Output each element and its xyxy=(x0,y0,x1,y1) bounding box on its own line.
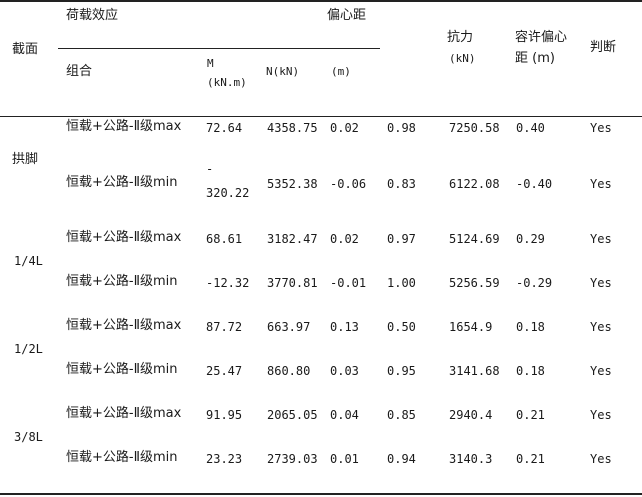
cell-m: 68.61 xyxy=(206,232,243,246)
cell-ae: 0.21 xyxy=(516,452,545,466)
cell-e: 0.03 xyxy=(330,364,359,378)
cell-ratio: 0.97 xyxy=(387,232,416,246)
header-judgement: 判断 xyxy=(590,40,617,55)
cell-e: 0.01 xyxy=(330,452,359,466)
header-allow-ecc-2: 距 (m) xyxy=(515,51,555,66)
cell-m: 320.22 xyxy=(206,186,250,200)
cell-ok: Yes xyxy=(590,177,612,191)
cell-r: 5124.69 xyxy=(449,232,500,246)
cell-m-sign: - xyxy=(206,162,214,176)
cell-m: 25.47 xyxy=(206,364,243,378)
cell-combo: 恒载+公路-Ⅱ级max xyxy=(66,119,182,134)
top-rule xyxy=(0,0,642,2)
cell-combo: 恒载+公路-Ⅱ级min xyxy=(66,450,178,465)
cell-m: 87.72 xyxy=(206,320,243,334)
cell-ae: 0.21 xyxy=(516,408,545,422)
cell-r: 3141.68 xyxy=(449,364,500,378)
header-resistance-unit: (kN) xyxy=(449,52,476,65)
header-m-line1: M xyxy=(207,57,214,70)
header-resistance: 抗力 xyxy=(447,30,474,45)
cell-ratio: 0.83 xyxy=(387,177,416,191)
cell-e: -0.01 xyxy=(330,276,367,290)
header-section: 截面 xyxy=(12,42,39,57)
cell-ok: Yes xyxy=(590,408,612,422)
cell-combo: 恒载+公路-Ⅱ级max xyxy=(66,318,182,333)
cell-n: 3770.81 xyxy=(267,276,318,290)
cell-r: 6122.08 xyxy=(449,177,500,191)
cell-ok: Yes xyxy=(590,320,612,334)
cell-r: 3140.3 xyxy=(449,452,493,466)
cell-e: 0.13 xyxy=(330,320,359,334)
cell-n: 2739.03 xyxy=(267,452,318,466)
cell-ae: 0.18 xyxy=(516,364,545,378)
cell-ratio: 0.98 xyxy=(387,121,416,135)
cell-ok: Yes xyxy=(590,364,612,378)
cell-combo: 恒载+公路-Ⅱ级min xyxy=(66,175,178,190)
cell-ok: Yes xyxy=(590,232,612,246)
header-combination: 组合 xyxy=(66,64,93,79)
cell-combo: 恒载+公路-Ⅱ级max xyxy=(66,230,182,245)
cell-ok: Yes xyxy=(590,276,612,290)
cell-n: 860.80 xyxy=(267,364,311,378)
cell-e: -0.06 xyxy=(330,177,367,191)
cell-ratio: 0.95 xyxy=(387,364,416,378)
header-load-effect: 荷载效应 xyxy=(66,8,119,23)
cell-ratio: 0.85 xyxy=(387,408,416,422)
cell-n: 5352.38 xyxy=(267,177,318,191)
cell-ok: Yes xyxy=(590,121,612,135)
cell-n: 3182.47 xyxy=(267,232,318,246)
cell-ok: Yes xyxy=(590,452,612,466)
header-mid-rule xyxy=(58,48,380,49)
header-eccentricity: 偏心距 xyxy=(327,8,367,23)
cell-ae: 0.18 xyxy=(516,320,545,334)
header-n: N(kN) xyxy=(266,65,300,78)
header-ecc-unit: (m) xyxy=(331,65,351,78)
section-label: 1/4L xyxy=(14,254,43,268)
section-label: 拱脚 xyxy=(12,152,39,167)
cell-m: 72.64 xyxy=(206,121,243,135)
cell-ae: 0.29 xyxy=(516,232,545,246)
header-allow-ecc-1: 容许偏心 xyxy=(515,30,568,45)
cell-combo: 恒载+公路-Ⅱ级max xyxy=(66,406,182,421)
cell-ae: 0.40 xyxy=(516,121,545,135)
section-label: 1/2L xyxy=(14,342,43,356)
header-bottom-rule xyxy=(0,116,642,117)
cell-ratio: 0.50 xyxy=(387,320,416,334)
bottom-rule xyxy=(0,493,642,495)
cell-r: 5256.59 xyxy=(449,276,500,290)
cell-r: 1654.9 xyxy=(449,320,493,334)
cell-r: 7250.58 xyxy=(449,121,500,135)
cell-e: 0.04 xyxy=(330,408,359,422)
cell-ratio: 0.94 xyxy=(387,452,416,466)
header-m-line2: (kN.m) xyxy=(207,76,247,89)
cell-ae: -0.29 xyxy=(516,276,553,290)
cell-m: 23.23 xyxy=(206,452,243,466)
cell-n: 2065.05 xyxy=(267,408,318,422)
cell-r: 2940.4 xyxy=(449,408,493,422)
cell-n: 4358.75 xyxy=(267,121,318,135)
section-label: 3/8L xyxy=(14,430,43,444)
cell-ae: -0.40 xyxy=(516,177,553,191)
cell-m: 91.95 xyxy=(206,408,243,422)
cell-combo: 恒载+公路-Ⅱ级min xyxy=(66,274,178,289)
cell-m: -12.32 xyxy=(206,276,250,290)
cell-e: 0.02 xyxy=(330,121,359,135)
cell-n: 663.97 xyxy=(267,320,311,334)
cell-combo: 恒载+公路-Ⅱ级min xyxy=(66,362,178,377)
cell-e: 0.02 xyxy=(330,232,359,246)
cell-ratio: 1.00 xyxy=(387,276,416,290)
